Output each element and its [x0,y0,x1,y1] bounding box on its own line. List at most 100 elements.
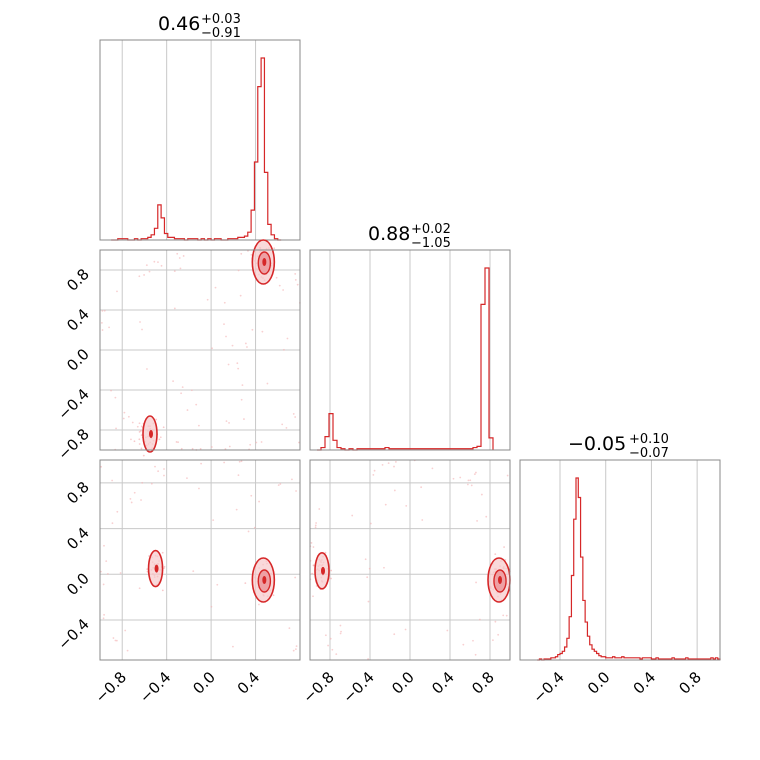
sample-point [116,290,118,293]
sample-point [312,595,314,598]
sample-point [475,581,477,584]
sample-point [136,425,139,428]
sample-point [102,617,105,620]
sample-point [277,484,280,487]
sample-point [157,261,159,263]
sample-point [387,462,390,465]
hist-param-2-step [537,477,721,661]
sample-point [191,447,194,450]
contour-core [149,430,153,438]
sample-point [197,424,200,427]
sample-point [364,558,367,561]
sample-point [237,269,240,272]
hist-param-1-bars [317,267,494,451]
sample-point [225,335,227,338]
y-tick-label: −0.4 [54,615,92,653]
sample-point [101,309,104,312]
sample-point [146,368,148,370]
sample-point [492,639,494,642]
sample-point [155,418,158,421]
sample-point [182,255,185,257]
hist-param-0-frame [99,39,301,241]
x-tick-label: −0.4 [529,668,567,706]
sample-point [240,252,243,255]
y-tick-label: 0.4 [63,524,93,554]
sample-point [126,649,129,652]
scatter-2-0-points [99,460,298,652]
sample-point [105,560,108,563]
sample-point [175,441,178,443]
sample-point [339,624,342,627]
scatter-2-0-grid [100,460,300,660]
sample-point [133,491,136,494]
sample-point [127,415,130,418]
sample-point [140,447,143,450]
sample-point [314,526,317,529]
sample-point [103,309,106,312]
sample-point [139,321,141,323]
sample-point [278,284,281,287]
sample-point [260,441,263,443]
sample-point [266,382,269,385]
x-tick-label: 0.8 [468,668,498,698]
sample-point [141,328,143,331]
sample-point [159,436,162,439]
sample-point [250,494,253,497]
y-tick-label: −0.8 [54,425,92,463]
sample-point [292,649,295,652]
sample-point [238,460,241,463]
sample-point [294,648,297,651]
sample-point [446,629,449,632]
x-tick-label: 0.4 [630,668,660,698]
sample-point [163,567,165,570]
sample-point [372,473,375,476]
sample-point [133,440,136,443]
sample-point [327,644,329,647]
sample-point [294,273,297,275]
sample-point [115,427,117,430]
sample-point [106,572,109,575]
sample-point [223,301,226,304]
sample-point [154,465,156,468]
sample-point [244,582,247,585]
sample-point [369,522,372,525]
sample-point [469,479,472,482]
sample-point [138,275,141,278]
sample-point [506,474,509,477]
scatter-2-1-frame [309,459,511,661]
sample-point [162,426,165,429]
sample-point [281,423,284,426]
sample-point [494,553,497,555]
x-tick-label: −0.8 [299,668,337,706]
sample-point [472,639,474,642]
sample-point [240,460,243,463]
sample-point [258,500,260,503]
contour-core [154,564,159,573]
title-param-0-minus: −0.91 [201,26,241,41]
title-param-2-minus: −0.07 [629,446,669,461]
title-param-1-minus: −1.05 [411,236,451,251]
contour-core [262,258,267,266]
sample-point [138,422,141,425]
sample-point [227,363,230,366]
sample-point [474,653,477,656]
sample-point [223,323,225,326]
sample-point [124,629,127,632]
sample-point [111,522,114,525]
scatter-1-0-frame [99,249,301,451]
x-tick-label: 0.0 [388,668,418,698]
title-param-0-plus: +0.03 [201,12,241,27]
sample-point [186,409,189,411]
sample-point [111,479,114,482]
sample-point [138,430,141,433]
sample-point [288,627,291,630]
sample-point [138,443,141,445]
sample-point [250,254,253,256]
sample-point [494,620,497,623]
sample-point [294,576,297,579]
sample-point [473,473,476,476]
sample-point [244,342,247,345]
scatter-2-0-contours [147,549,276,603]
sample-point [163,468,165,470]
